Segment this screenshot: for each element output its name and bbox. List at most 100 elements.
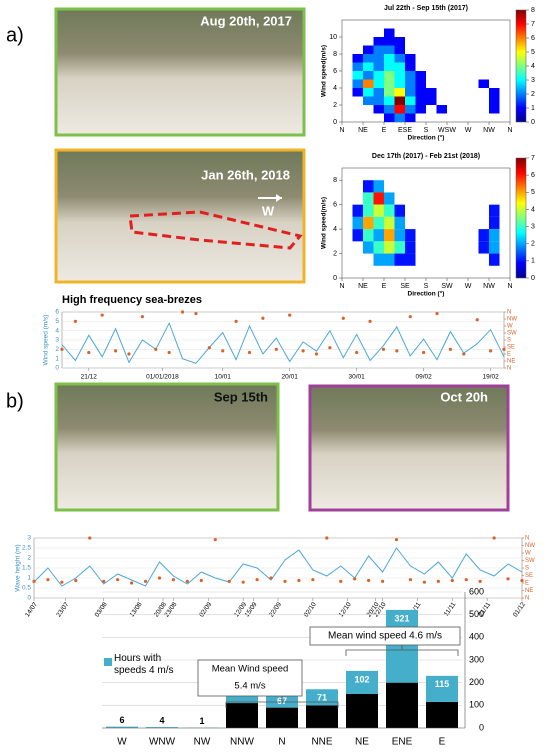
y-tick-label: 2 [55, 346, 59, 353]
heat-cell [353, 80, 364, 89]
value-label: 71 [317, 693, 327, 703]
heat-cell [363, 97, 374, 106]
colorbar-tick-label: 4 [531, 206, 535, 213]
heat-cell [479, 80, 490, 89]
x-tick-label: 12/10 [338, 601, 353, 619]
y-tick-label: 3 [55, 337, 59, 344]
x-tick-label: N [507, 283, 512, 290]
y-tick-label: 600 [469, 586, 484, 596]
heat-cell [384, 88, 395, 97]
direction-point [248, 351, 251, 354]
direction-point [479, 580, 482, 583]
heat-cell [395, 254, 406, 266]
heat-cell [395, 114, 406, 123]
heat-cell [426, 88, 437, 97]
direction-point [186, 580, 189, 583]
heat-cell [384, 114, 395, 123]
x-tick-label: NE [358, 127, 368, 134]
x-tick-label: N [339, 127, 344, 134]
direction-point [102, 580, 105, 583]
heat-cell [363, 54, 374, 63]
x-tick-label: 23/07 [55, 601, 70, 619]
direction-point [493, 536, 496, 539]
heat-cell [374, 180, 385, 192]
heat-cell [363, 217, 374, 229]
heat-cell [405, 54, 416, 63]
value-label: 321 [394, 613, 409, 623]
heat-cell [416, 88, 427, 97]
direction-point [46, 578, 49, 581]
heat-cell [395, 54, 406, 63]
direction-point [60, 581, 63, 584]
y-tick-label: 0 [27, 595, 31, 602]
direction-point [506, 577, 509, 580]
page: {"panels": {"a": "a)", "b": "b)"}, "phot… [0, 0, 547, 755]
y2-tick-label: E [507, 352, 511, 358]
x-tick-label: 09/02 [415, 374, 432, 381]
direction-point [275, 348, 278, 351]
heat-cell [384, 217, 395, 229]
y2-tick-label: SE [525, 573, 533, 579]
heat-cell [374, 205, 385, 217]
heat-cell [353, 205, 364, 217]
x-tick-label: W [465, 283, 472, 290]
x-tick-label: SW [441, 283, 453, 290]
colorbar-tick-label: 3 [531, 223, 535, 230]
direction-point [208, 346, 211, 349]
y-tick-label: 6 [333, 202, 337, 209]
direction-point [172, 578, 175, 581]
x-tick-label: NW [483, 127, 495, 134]
direction-point [435, 312, 438, 315]
colorbar-tick-label: 8 [531, 7, 535, 14]
heat-cell [374, 71, 385, 80]
x-tick-label: NE [358, 283, 368, 290]
x-tick-label: 01/01/2018 [146, 374, 179, 381]
direction-point [489, 349, 492, 352]
direction-point [74, 579, 77, 582]
x-tick-label: 14/07 [24, 601, 39, 619]
y-tick-label: 8 [333, 51, 337, 58]
direction-point [221, 349, 224, 352]
photo-caption: Jan 26th, 2018 [201, 167, 290, 182]
chart-title: Dec 17th (2017) - Feb 21st (2018) [372, 153, 480, 160]
colorbar-tick-label: 2 [531, 91, 535, 98]
y-tick-label: 10 [329, 34, 337, 41]
direction-point [409, 315, 412, 318]
colorbar-tick-label: 1 [531, 105, 535, 112]
direction-point [194, 312, 197, 315]
heat-cell [353, 88, 364, 97]
heat-cell [489, 97, 500, 106]
x-axis-title: Direction (°) [408, 290, 445, 298]
direction-point [315, 352, 318, 355]
direction-point [116, 578, 119, 581]
y2-tick-label: S [525, 566, 529, 572]
y2-tick-label: NE [507, 359, 515, 365]
direction-point [476, 318, 479, 321]
y2-tick-label: W [507, 324, 513, 330]
x-tick-label: NW [483, 283, 495, 290]
direction-point [367, 579, 370, 582]
colorbar-tick-label: 0 [531, 275, 535, 282]
heat-cell [374, 254, 385, 266]
y-tick-label: 0 [333, 119, 337, 126]
photo-caption: Aug 20th, 2017 [200, 13, 292, 28]
figure: a) b) Aug 20th, 2017 Jan 26th, 2018 W Se… [0, 0, 547, 750]
colorbar [516, 158, 526, 278]
heat-cell [374, 88, 385, 97]
direction-point [465, 578, 468, 581]
y-tick-label: 300 [469, 654, 484, 664]
y-tick-label: 8 [333, 177, 337, 184]
colorbar-tick-label: 1 [531, 258, 535, 265]
heat-cell [384, 37, 395, 46]
heat-cell [363, 241, 374, 253]
heat-cell [363, 63, 374, 72]
x-tick-label: N [507, 127, 512, 134]
x-tick-label: 13/08 [129, 601, 144, 619]
heat-cell [405, 97, 416, 106]
direction-point [158, 576, 161, 579]
annotation: 5.4 m/s [234, 681, 265, 692]
direction-point [328, 346, 331, 349]
x-tick-label: NW [194, 737, 211, 748]
x-tick-label: W [117, 737, 127, 748]
direction-point [235, 320, 238, 323]
